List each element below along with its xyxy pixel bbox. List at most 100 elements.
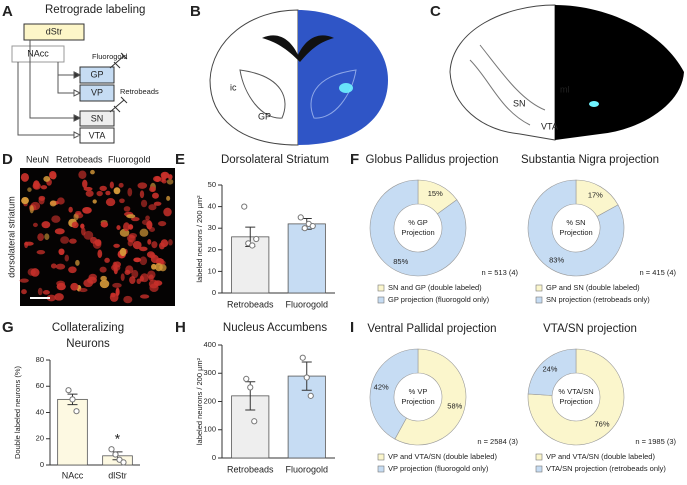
cell bbox=[161, 172, 167, 182]
cell bbox=[58, 248, 65, 256]
center-label: Projection bbox=[559, 228, 592, 237]
atlas-label: GP bbox=[258, 111, 271, 121]
y-tick-label: 60 bbox=[36, 381, 44, 390]
y-tick-label: 40 bbox=[36, 407, 44, 416]
cell bbox=[92, 199, 97, 204]
y-tick-label: 0 bbox=[212, 453, 216, 462]
legend-label: SN and GP (double labeled) bbox=[388, 283, 482, 292]
cell bbox=[24, 241, 29, 249]
cell bbox=[57, 197, 65, 205]
cell bbox=[19, 278, 29, 283]
cell bbox=[131, 269, 139, 279]
cell bbox=[104, 257, 110, 263]
tracer-label: Fluorogold bbox=[92, 52, 127, 61]
cell bbox=[64, 254, 70, 262]
cell bbox=[85, 190, 94, 197]
cell bbox=[167, 174, 173, 180]
significance-mark: * bbox=[115, 431, 121, 447]
cell bbox=[96, 190, 103, 197]
y-tick-label: 100 bbox=[203, 425, 216, 434]
y-tick-label: 0 bbox=[212, 288, 216, 297]
cell bbox=[127, 187, 133, 197]
cell bbox=[44, 233, 50, 241]
cell bbox=[116, 225, 121, 231]
cell bbox=[69, 238, 77, 244]
cell bbox=[90, 169, 95, 175]
y-tick-label: 50 bbox=[208, 180, 216, 189]
cell bbox=[68, 206, 73, 213]
atlas-b bbox=[209, 9, 388, 146]
cell bbox=[109, 181, 114, 189]
tracer-label: Retrobeads bbox=[120, 87, 159, 96]
value-label: 24% bbox=[542, 364, 557, 373]
x-tick-label: Fluorogold bbox=[285, 464, 328, 474]
data-point bbox=[251, 418, 258, 425]
cell bbox=[139, 246, 148, 252]
atlas-label: ml bbox=[560, 84, 570, 94]
cell bbox=[37, 233, 44, 242]
x-tick-label: NAcc bbox=[62, 470, 84, 480]
chart-title: Dorsolateral Striatum bbox=[221, 154, 329, 166]
cell bbox=[123, 206, 131, 212]
diagram-title: Retrograde labeling bbox=[45, 4, 145, 16]
value-label: 58% bbox=[447, 401, 462, 410]
cell bbox=[71, 221, 79, 229]
cell bbox=[148, 274, 154, 282]
y-tick-label: 40 bbox=[208, 202, 216, 211]
cell bbox=[139, 256, 148, 266]
micrograph-cells bbox=[19, 169, 174, 304]
legend-label: VP and VTA/SN (double labeled) bbox=[546, 452, 655, 461]
cell bbox=[81, 227, 86, 236]
cell bbox=[145, 215, 150, 221]
cell bbox=[139, 228, 149, 237]
donut-slice bbox=[527, 179, 625, 277]
cell bbox=[51, 215, 61, 223]
cell bbox=[153, 201, 162, 206]
cell bbox=[75, 259, 80, 266]
cell bbox=[168, 239, 173, 246]
x-tick-label: Retrobeads bbox=[227, 464, 274, 474]
stain-label: Fluorogold bbox=[108, 154, 151, 164]
box-label: SN bbox=[91, 113, 104, 123]
center-label: % SN bbox=[566, 218, 585, 227]
value-label: 76% bbox=[595, 420, 610, 429]
value-label: 17% bbox=[588, 190, 603, 199]
cell bbox=[68, 266, 77, 274]
value-label: 85% bbox=[393, 257, 408, 266]
x-tick-label: Retrobeads bbox=[227, 299, 274, 309]
cell bbox=[100, 221, 109, 228]
cell bbox=[123, 295, 133, 304]
cell bbox=[140, 199, 148, 208]
data-point bbox=[309, 222, 316, 230]
legend-label: GP and SN (double labeled) bbox=[546, 283, 640, 292]
cell bbox=[157, 220, 167, 227]
data-point bbox=[297, 214, 304, 221]
chart-title: Neurons bbox=[66, 338, 110, 350]
legend-swatch bbox=[535, 465, 543, 473]
x-tick-label: dlStr bbox=[108, 470, 127, 480]
legend-swatch bbox=[377, 465, 385, 473]
cell bbox=[20, 172, 30, 182]
cell bbox=[27, 187, 32, 192]
y-tick-label: 80 bbox=[36, 355, 44, 364]
y-tick-label: 200 bbox=[203, 396, 216, 405]
center-label: Projection bbox=[559, 397, 592, 406]
legend-swatch bbox=[535, 284, 543, 292]
cell bbox=[112, 261, 118, 271]
cell bbox=[99, 185, 107, 191]
y-axis-label: Double labeled neurons (%) bbox=[13, 366, 22, 459]
data-point bbox=[299, 354, 306, 361]
data-point bbox=[247, 384, 254, 391]
cell bbox=[51, 172, 57, 180]
stain-label: Retrobeads bbox=[56, 154, 103, 164]
panel-letter: E bbox=[175, 151, 185, 168]
cell bbox=[112, 282, 122, 288]
chart-title: VTA/SN projection bbox=[543, 323, 637, 335]
cell bbox=[97, 249, 103, 259]
legend-label: VTA/SN projection (retrobeads only) bbox=[546, 464, 666, 473]
data-point bbox=[243, 375, 250, 382]
x-tick-label: Fluorogold bbox=[285, 299, 328, 309]
cell bbox=[113, 243, 120, 248]
cell bbox=[154, 263, 163, 272]
data-point bbox=[253, 235, 260, 243]
